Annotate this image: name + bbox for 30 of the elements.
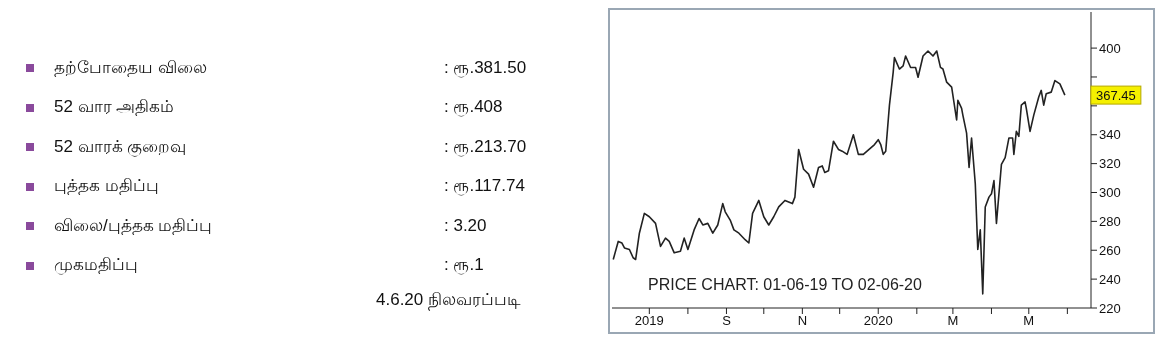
text: முகமதிப்பு (54, 255, 139, 276)
x-tick-label: M (947, 313, 959, 329)
x-tick-label: 2020 (863, 313, 893, 329)
annotation: PRICE CHART: 01-06-19 TO 02-06-20 (648, 276, 922, 294)
text: : 3.20 (444, 216, 487, 236)
text: 52 வார அதிகம் (54, 97, 176, 118)
y-tick-label: 340 (1099, 127, 1121, 143)
y-tick-label: 300 (1099, 185, 1121, 201)
y-tick-label: 400 (1099, 40, 1121, 56)
text: : ரூ.381.50 (444, 57, 527, 79)
x-tick-label: M (1023, 313, 1035, 329)
text: புத்தக மதிப்பு (54, 176, 160, 197)
text: தற்போதைய விலை (54, 57, 208, 79)
text: : ரூ.117.74 (444, 176, 525, 197)
x-tick-label: S (722, 313, 732, 329)
y-tick-label: 240 (1099, 271, 1121, 287)
line-series (612, 50, 1066, 295)
text: 4.6.20 நிலவரப்படி (376, 290, 521, 311)
text: : ரூ.213.70 (444, 136, 527, 158)
text: : ரூ.1 (444, 255, 484, 276)
x-tick-label: N (797, 313, 808, 329)
annotation: 367.45 (1095, 88, 1136, 104)
x-tick-label: 2019 (634, 313, 664, 329)
y-tick-label: 260 (1099, 242, 1121, 258)
y-tick-label: 320 (1099, 156, 1121, 172)
text: 52 வாரக் குறைவு (54, 136, 188, 158)
y-tick-label: 280 (1099, 213, 1121, 229)
text: : ரூ.408 (444, 97, 503, 118)
text: விலை/புத்தக மதிப்பு (54, 215, 214, 237)
y-tick-label: 220 (1099, 300, 1121, 316)
